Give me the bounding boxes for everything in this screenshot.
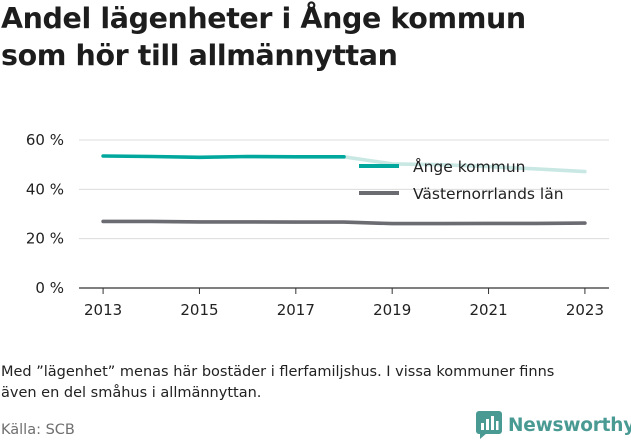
y-tick-label: 0 % (35, 279, 64, 297)
line-chart: 0 % 20 % 40 % 60 % 2013 2015 2017 2019 2021 2023 Å… (26, 131, 609, 319)
legend-label-1: Västernorrlands län (413, 185, 564, 203)
title-line-1: Andel lägenheter i Ånge kommun (1, 2, 526, 35)
series-line-1 (101, 219, 587, 226)
x-tick-label: 2023 (566, 301, 604, 319)
x-tick-label: 2021 (469, 301, 507, 319)
y-tick-label: 60 % (26, 131, 64, 149)
source-label: Källa: SCB (1, 422, 75, 438)
y-tick-label: 20 % (26, 230, 64, 248)
legend-label-0: Ånge kommun (413, 157, 525, 176)
series-line-0-faded (342, 155, 587, 174)
brand-name: Newsworthy (508, 414, 631, 436)
brand-logo: Newsworthy (476, 410, 631, 440)
x-tick-label: 2015 (180, 301, 218, 319)
title-line-2: som hör till allmännyttan (1, 39, 398, 72)
chart-title: Andel lägenheter i Ånge kommun som hör t… (1, 0, 629, 74)
footnote-line-2: även en del småhus i allmännyttan. (1, 385, 262, 401)
x-tick-label: 2013 (84, 301, 122, 319)
x-tick-label: 2019 (373, 301, 411, 319)
footnote: Med ”lägenhet” menas här bostäder i fler… (1, 362, 621, 404)
footnote-line-1: Med ”lägenhet” menas här bostäder i fler… (1, 364, 555, 380)
newsworthy-logo-icon (476, 411, 502, 439)
y-tick-label: 40 % (26, 180, 64, 198)
series-line-0 (101, 154, 346, 160)
x-tick-label: 2017 (277, 301, 315, 319)
